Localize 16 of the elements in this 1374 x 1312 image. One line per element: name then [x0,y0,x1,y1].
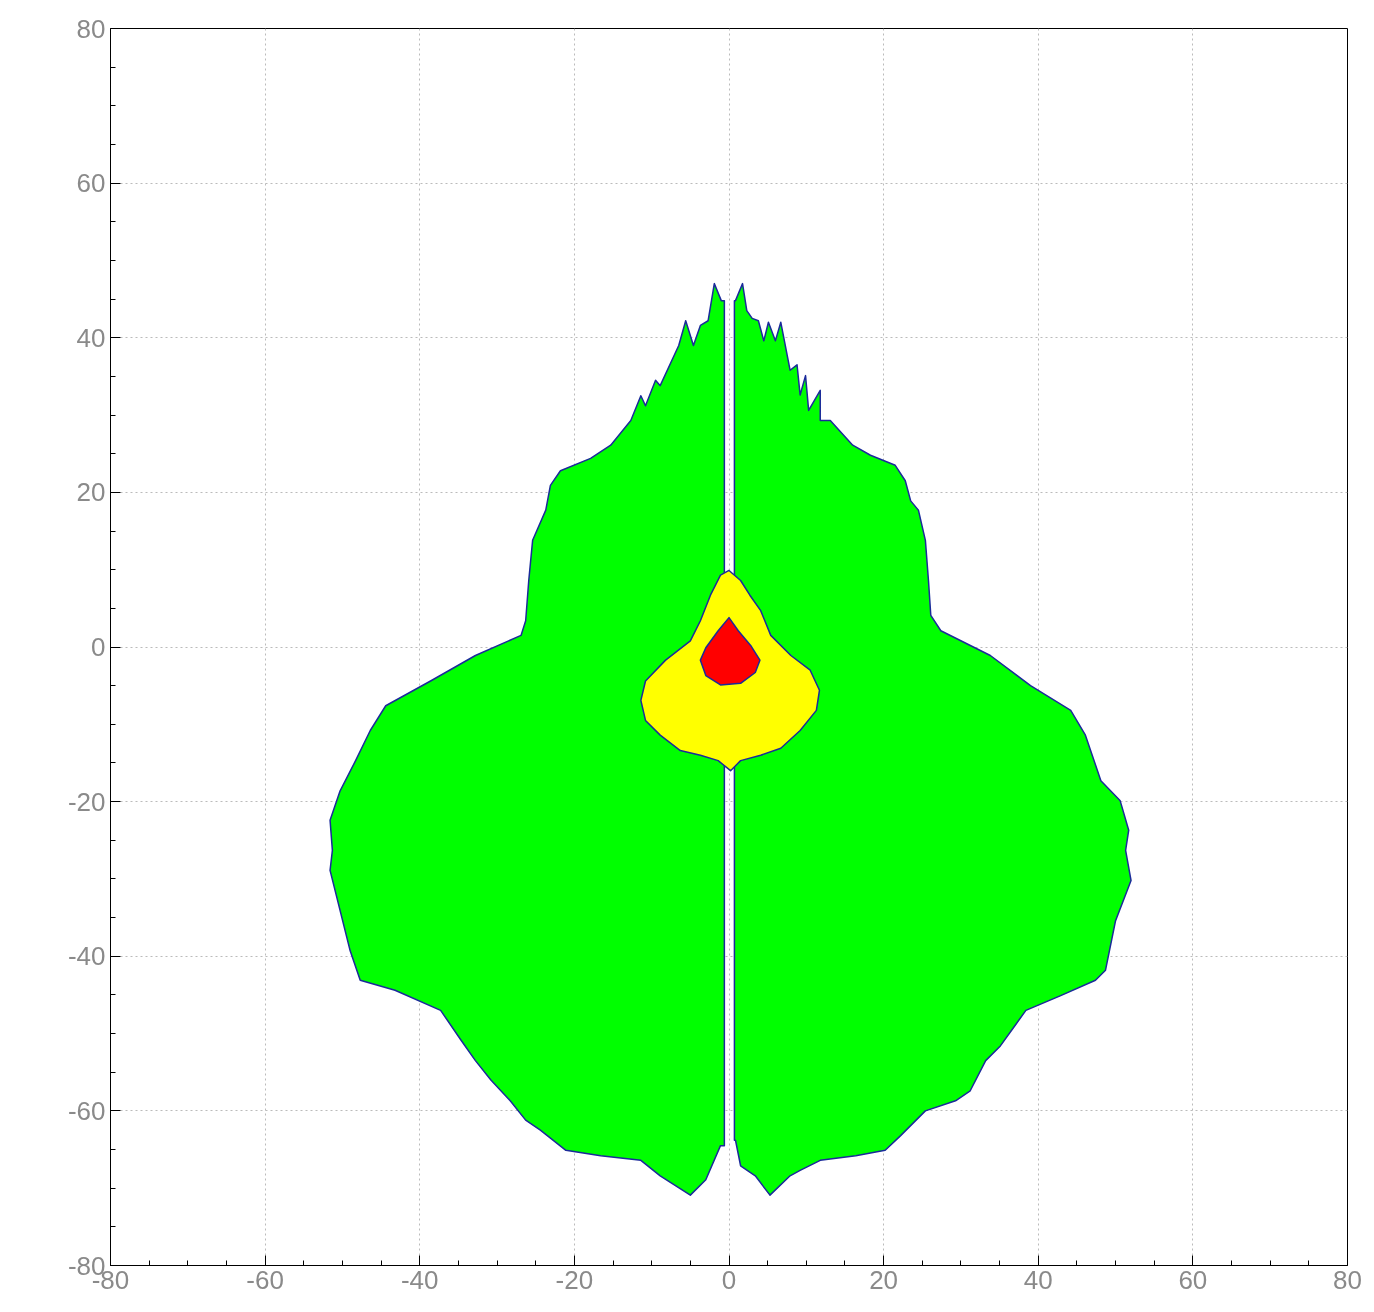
y-tick-label: -40 [67,941,106,972]
x-tick-label: 40 [1023,1264,1053,1295]
x-tick-label: 0 [721,1264,737,1295]
y-tick-label: 20 [76,477,106,508]
y-tick-label: 80 [76,13,106,44]
y-tick-label: -60 [67,1095,106,1126]
x-tick-label: 60 [1178,1264,1208,1295]
x-tick-label: -40 [400,1264,439,1295]
y-tick-label: -20 [67,786,106,817]
x-tick-label: 80 [1333,1264,1362,1295]
x-tick-label: -60 [246,1264,284,1295]
y-tick-label: 0 [91,632,106,662]
y-tick-label: 40 [76,322,106,353]
y-tick-label: 60 [76,168,106,199]
x-tick-label: 20 [869,1264,899,1295]
x-tick-label: -20 [555,1264,594,1295]
